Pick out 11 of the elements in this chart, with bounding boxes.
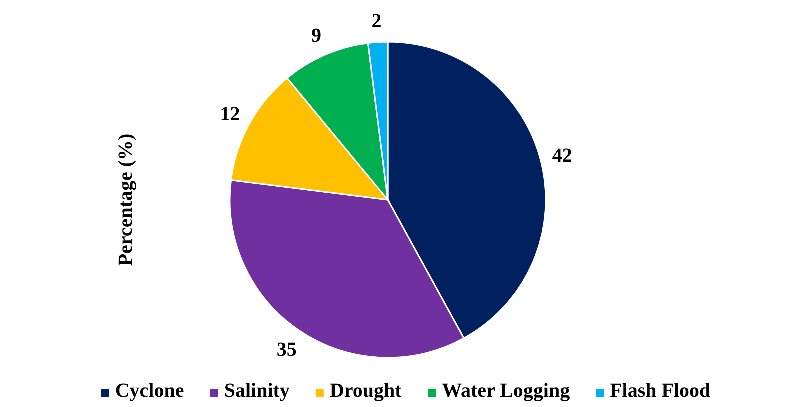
data-label: 12 xyxy=(220,103,240,126)
data-label: 35 xyxy=(276,338,297,361)
data-label: 42 xyxy=(552,145,572,168)
data-label: 9 xyxy=(312,24,322,47)
data-label: 2 xyxy=(372,10,382,32)
legend-label: Drought xyxy=(330,380,402,402)
legend-label: Salinity xyxy=(224,380,290,402)
legend-label: Flash Flood xyxy=(610,380,711,402)
legend-label: Water Logging xyxy=(442,380,570,402)
legend-label: Cyclone xyxy=(115,380,184,402)
text: Percentage (%) xyxy=(115,134,137,266)
